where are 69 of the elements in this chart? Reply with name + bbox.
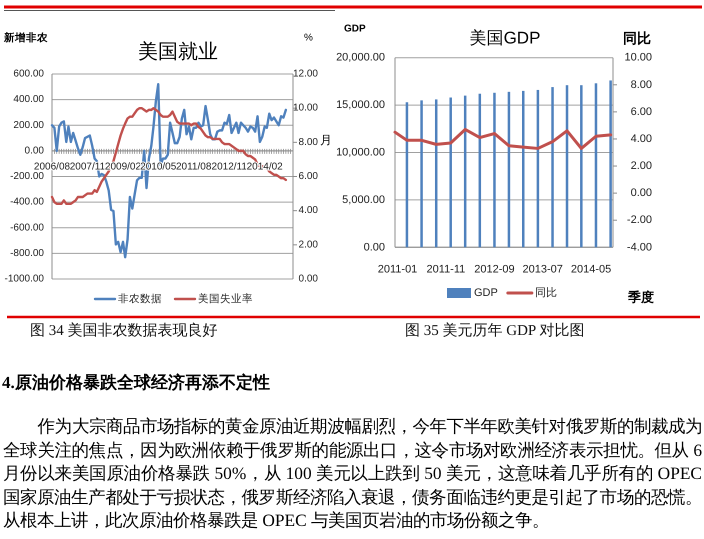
y2-tick-label: 4.00 xyxy=(630,132,652,145)
y-tick-label: -200.00 xyxy=(10,171,44,182)
bar xyxy=(478,94,482,248)
legend-label: 美国失业率 xyxy=(198,292,253,305)
x-tick-label: 2014-05 xyxy=(570,263,612,276)
caption: 图 35 美元历年 GDP 对比图 xyxy=(405,322,584,340)
y2-tick-label: -2.00 xyxy=(626,214,652,226)
caption: 图 34 美国非农数据表现良好 xyxy=(30,322,218,340)
y2-axis-title: 同比 xyxy=(623,30,651,46)
x-axis-title: 月 xyxy=(320,133,332,147)
line-series xyxy=(394,128,612,150)
y-tick-label: 0.00 xyxy=(364,241,385,254)
bar xyxy=(594,83,598,248)
bar xyxy=(580,85,583,248)
y-tick-label: -800.00 xyxy=(10,248,44,259)
y-axis-title: GDP xyxy=(344,24,366,34)
y2-tick-label: 2.00 xyxy=(298,239,318,250)
y2-tick-label: 6.00 xyxy=(298,171,318,182)
bar xyxy=(406,102,408,248)
y2-tick-label: 0.00 xyxy=(298,274,318,284)
y-tick-label: 20,000.00 xyxy=(336,52,385,64)
y2-tick-label: 8.00 xyxy=(630,78,652,91)
bar xyxy=(609,80,612,248)
y2-tick-label: 10.00 xyxy=(624,52,652,64)
legend-label: GDP xyxy=(474,287,498,299)
bar xyxy=(493,92,496,248)
y-axis-title: 新增非农 xyxy=(3,31,49,44)
x-tick-label: 2012/11 xyxy=(212,161,248,172)
y2-tick-label: 4.00 xyxy=(298,205,318,216)
y-tick-label: -600.00 xyxy=(10,222,44,234)
bar xyxy=(522,90,525,248)
x-tick-label: 2012-09 xyxy=(474,263,515,276)
y-tick-label: 0.00 xyxy=(24,145,44,156)
y2-axis-title: % xyxy=(304,32,313,44)
y-tick-label: 600.00 xyxy=(13,68,44,80)
bar xyxy=(449,98,452,248)
chart-title: 美国GDP xyxy=(470,28,540,48)
y2-tick-label: -4.00 xyxy=(626,241,652,254)
bar xyxy=(536,90,540,248)
text: 4.原油价格暴跌全球经济再添不定性 xyxy=(2,373,270,393)
x-tick-label: 2011-11 xyxy=(426,263,466,276)
bar xyxy=(566,85,568,248)
bar xyxy=(551,87,554,248)
bar xyxy=(420,100,423,248)
y2-tick-label: 10.00 xyxy=(292,102,318,114)
legend-label: 同比 xyxy=(534,286,557,299)
bar xyxy=(508,92,510,248)
y2-tick-label: 8.00 xyxy=(298,136,318,148)
y2-tick-label: 6.00 xyxy=(630,106,652,118)
y-tick-label: 200.00 xyxy=(13,120,44,131)
y2-tick-label: 0.00 xyxy=(630,187,652,200)
y-tick-label: -1000.00 xyxy=(4,274,44,284)
y-tick-label: 15,000.00 xyxy=(336,99,385,112)
x-tick-label: 2006/08 xyxy=(34,161,71,172)
x-tick-label: 2013-07 xyxy=(522,263,563,276)
legend-label: 非农数据 xyxy=(118,292,162,305)
y-tick-label: 400.00 xyxy=(13,94,44,106)
y-tick-label: 5,000.00 xyxy=(342,194,385,206)
bar xyxy=(434,99,438,248)
y2-tick-label: 2.00 xyxy=(630,160,652,172)
x-axis-title: 季度 xyxy=(627,290,654,304)
y-tick-label: -400.00 xyxy=(10,196,44,208)
text: 作为大宗商品市场指标的黄金原油近期波幅剧烈，今年下半年欧美针对俄罗斯的制裁成为全球关注的焦点，因为欧洲依赖于俄罗斯的能源出口，这令市场对欧洲经济表示担忧。但从 6 月份以来美国原油价格暴跌 50%，从 100 美元以上跌到 50 美元，这意味着几乎所有的 OPEC 国家原油生产都处于亏损状态，俄罗斯经济陷入衰退，债务面临违约更是引起了市场的恐慌。从根本上讲，此次原油价格暴跌是 OPEC 与美国页岩油的市场份额之争。 xyxy=(3,416,702,532)
y2-tick-label: 12.00 xyxy=(292,68,318,80)
chart-title: 美国就业 xyxy=(138,40,218,63)
bar xyxy=(464,96,466,248)
y-tick-label: 10,000.00 xyxy=(336,146,385,158)
x-tick-label: 2011-01 xyxy=(378,263,418,276)
x-tick-label: 2011/08 xyxy=(176,161,212,172)
